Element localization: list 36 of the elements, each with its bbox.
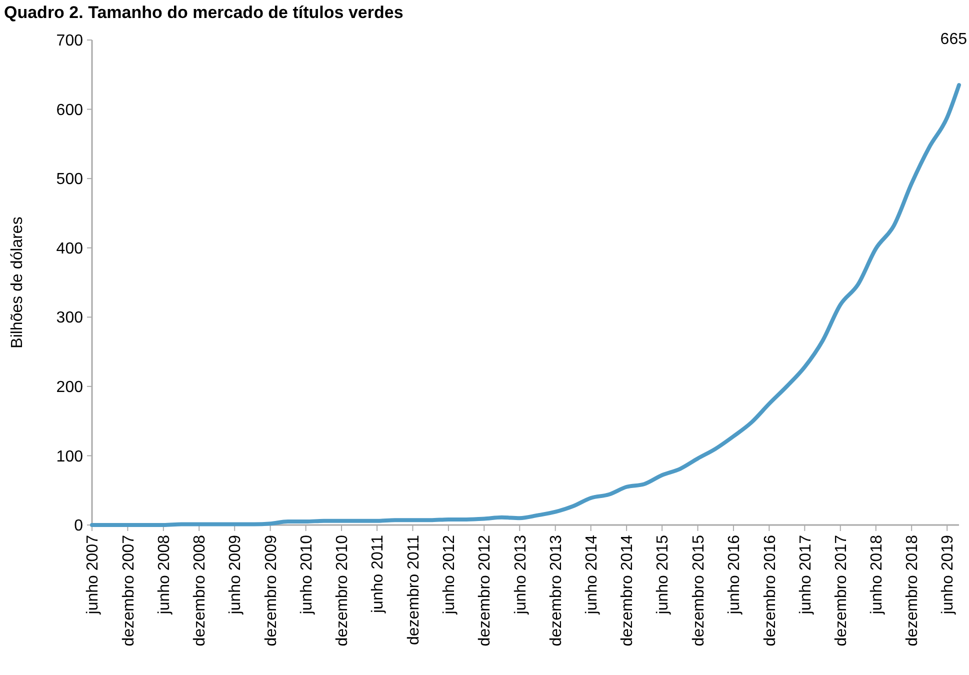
y-tick-label: 0 <box>74 518 84 535</box>
x-tick-label: junho 2012 <box>441 534 458 616</box>
x-tick-label: junho 2015 <box>654 534 672 616</box>
x-tick-label: dezembro 2016 <box>762 534 779 646</box>
x-tick-label: dezembro 2018 <box>904 534 922 646</box>
y-tick-label: 200 <box>56 379 84 396</box>
y-tick-label: 300 <box>56 310 84 327</box>
x-tick-label: junho 2013 <box>512 534 530 616</box>
x-tick-label: dezembro 2011 <box>405 534 422 645</box>
y-tick-label: 100 <box>56 448 84 466</box>
x-tick-label: junho 2010 <box>298 534 316 616</box>
x-tick-label: dezembro 2012 <box>476 534 494 646</box>
x-tick-label: junho 2019 <box>940 534 957 616</box>
x-tick-label: junho 2011 <box>370 534 387 614</box>
x-tick-label: dezembro 2007 <box>120 534 138 646</box>
y-tick-label: 500 <box>56 171 84 188</box>
x-tick-label: junho 2014 <box>583 534 600 616</box>
x-tick-label: junho 2017 <box>797 534 814 616</box>
x-tick-label: dezembro 2008 <box>192 534 209 646</box>
x-tick-label: dezembro 2013 <box>548 534 565 646</box>
x-tick-label: dezembro 2014 <box>619 534 636 646</box>
x-tick-label: junho 2018 <box>868 534 886 616</box>
chart-title: Quadro 2. Tamanho do mercado de títulos verdes <box>4 3 404 22</box>
x-tick-label: dezembro 2015 <box>690 534 708 646</box>
x-tick-label: dezembro 2010 <box>334 534 352 646</box>
x-tick-label: junho 2016 <box>726 534 744 616</box>
x-tick-label: dezembro 2009 <box>262 534 280 646</box>
y-tick-label: 600 <box>56 102 84 119</box>
x-tick-label: junho 2009 <box>227 534 244 616</box>
annotation: 665 <box>940 31 968 48</box>
y-tick-label: 400 <box>56 240 84 258</box>
y-axis-title: Bilhões de dólares <box>9 216 26 348</box>
x-tick-label: dezembro 2017 <box>832 534 850 646</box>
x-tick-label: junho 2008 <box>156 534 174 616</box>
y-tick-label: 700 <box>56 32 84 50</box>
x-tick-label: junho 2007 <box>84 534 102 616</box>
